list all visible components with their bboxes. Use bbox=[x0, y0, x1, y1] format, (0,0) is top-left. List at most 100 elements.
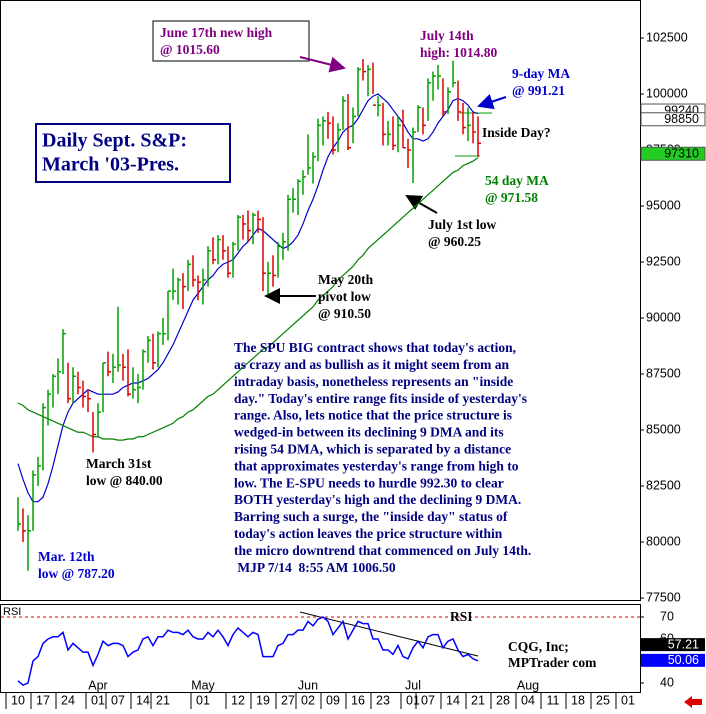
rsi-trendline bbox=[299, 611, 479, 657]
x-tick-label: 09 bbox=[326, 693, 340, 707]
title: March '03-Pres. bbox=[42, 154, 179, 176]
price-marker bbox=[640, 112, 706, 127]
y-tick-label: 90000 bbox=[646, 310, 681, 324]
x-tick-label: 02 bbox=[301, 693, 315, 707]
month-label: May bbox=[191, 678, 215, 692]
annotation: June 17th new high bbox=[160, 25, 273, 40]
x-tick-label: 17 bbox=[36, 693, 50, 707]
price-marker bbox=[640, 146, 706, 161]
y-tick-label: 85000 bbox=[646, 422, 681, 436]
x-tick-label: 01 bbox=[406, 693, 420, 707]
commentary: wedged-in between its declining 9 DMA an… bbox=[234, 425, 504, 440]
x-tick-label: 25 bbox=[596, 693, 610, 707]
commentary: as crazy and as bullish as it might seem… bbox=[234, 357, 510, 372]
x-tick-label: 18 bbox=[571, 693, 585, 707]
month-label: Aug bbox=[517, 678, 539, 692]
x-tick-label: 04 bbox=[521, 693, 535, 707]
commentary: MJP 7/14 8:55 AM 1006.50 bbox=[234, 560, 396, 575]
price-panel bbox=[0, 0, 641, 601]
x-tick-label: 07 bbox=[111, 693, 125, 707]
annotation: high: 1014.80 bbox=[420, 45, 498, 60]
annotation: Mar. 12th bbox=[38, 549, 95, 564]
y-tick-label: 82500 bbox=[646, 478, 681, 492]
annotation: @ 960.25 bbox=[428, 234, 481, 249]
x-tick-label: 01 bbox=[91, 693, 105, 707]
commentary: The SPU BIG contract shows that today's … bbox=[234, 340, 516, 355]
rsi-label: RSI bbox=[450, 609, 473, 624]
x-tick-label: 11 bbox=[547, 693, 560, 707]
annotation: Inside Day? bbox=[482, 125, 551, 140]
month-label: Jul bbox=[405, 678, 421, 692]
annotation: low @ 840.00 bbox=[86, 473, 163, 488]
commentary: that approximates yesterday's range from… bbox=[234, 458, 519, 473]
price-marker-label: 98850 bbox=[664, 112, 699, 126]
x-tick-label: 01 bbox=[196, 693, 210, 707]
annotation: @ 991.21 bbox=[512, 83, 565, 98]
commentary: day." Today's entire range fits inside o… bbox=[234, 391, 527, 406]
commentary: low. The E-SPU needs to hurdle 992.30 to… bbox=[234, 475, 504, 490]
arrow bbox=[299, 56, 346, 73]
moving-average bbox=[17, 157, 479, 441]
credit: CQG, Inc; bbox=[508, 639, 569, 654]
commentary: BOTH yesterday's high and the declining … bbox=[234, 492, 521, 507]
x-tick-label: 14 bbox=[446, 693, 460, 707]
rsi-marker bbox=[641, 638, 705, 652]
commentary: the micro downtrend that commenced on Ju… bbox=[234, 543, 531, 558]
y-tick-label: 95000 bbox=[646, 198, 681, 212]
x-tick-label: 21 bbox=[156, 693, 170, 707]
annotation: @ 1015.60 bbox=[160, 42, 220, 57]
annotation: July 1st low bbox=[428, 217, 497, 232]
rsi-panel bbox=[0, 604, 641, 693]
x-tick-label: 12 bbox=[231, 693, 245, 707]
x-tick-label: 23 bbox=[376, 693, 390, 707]
y-tick-label: 92500 bbox=[646, 254, 681, 268]
x-tick-label: 01 bbox=[621, 693, 635, 707]
title-box bbox=[35, 123, 231, 183]
annotation: pivot low bbox=[318, 289, 371, 304]
month-label: Apr bbox=[88, 678, 107, 692]
x-tick-label: 07 bbox=[421, 693, 435, 707]
y-tick-label: 80000 bbox=[646, 534, 681, 548]
rsi-line bbox=[17, 616, 479, 687]
title: Daily Sept. S&P: bbox=[42, 130, 187, 152]
rsi-tick-label: 70 bbox=[660, 609, 674, 623]
rsi-panel-label: RSI bbox=[3, 606, 21, 618]
annotation: low @ 787.20 bbox=[38, 566, 115, 581]
x-tick-label: 24 bbox=[61, 693, 75, 707]
commentary: intraday basis, nonetheless represents a… bbox=[234, 374, 513, 389]
annotation: @ 971.58 bbox=[485, 190, 538, 205]
annotation: May 20th bbox=[318, 272, 374, 287]
x-tick-label: 10 bbox=[11, 693, 25, 707]
y-tick-label: 77500 bbox=[646, 590, 681, 604]
annotation: 54 day MA bbox=[485, 173, 549, 188]
annotation-box bbox=[152, 20, 310, 62]
annotation: @ 910.50 bbox=[318, 306, 371, 321]
commentary: rising 54 DMA, which is separated by a d… bbox=[234, 441, 511, 456]
rsi-marker-label: 57.21 bbox=[668, 637, 699, 651]
month-label: Jun bbox=[298, 678, 318, 692]
arrow bbox=[405, 195, 438, 214]
x-tick-label: 19 bbox=[256, 693, 270, 707]
y-tick-label: 100000 bbox=[646, 86, 688, 100]
x-tick-label: 16 bbox=[351, 693, 365, 707]
commentary: Barring such a surge, the "inside day" s… bbox=[234, 509, 508, 524]
y-tick-label: 87500 bbox=[646, 366, 681, 380]
annotation: March 31st bbox=[86, 456, 152, 471]
x-tick-label: 14 bbox=[136, 693, 150, 707]
annotation: 9-day MA bbox=[512, 66, 570, 81]
nav-arrow[interactable] bbox=[684, 696, 702, 708]
x-tick-label: 21 bbox=[471, 693, 485, 707]
rsi-marker-label: 50.06 bbox=[668, 653, 699, 667]
commentary: today's action leaves the price structur… bbox=[234, 526, 503, 541]
annotation: July 14th bbox=[420, 28, 474, 43]
y-tick-label: 102500 bbox=[646, 30, 688, 44]
arrow bbox=[477, 93, 507, 110]
credit: MPTrader com bbox=[508, 655, 597, 670]
x-tick-label: 27 bbox=[281, 693, 295, 707]
rsi-tick-label: 40 bbox=[660, 675, 674, 689]
commentary: range. Also, lets notice that the price … bbox=[234, 408, 512, 423]
price-marker-label: 97310 bbox=[664, 147, 699, 161]
x-tick-label: 28 bbox=[496, 693, 510, 707]
